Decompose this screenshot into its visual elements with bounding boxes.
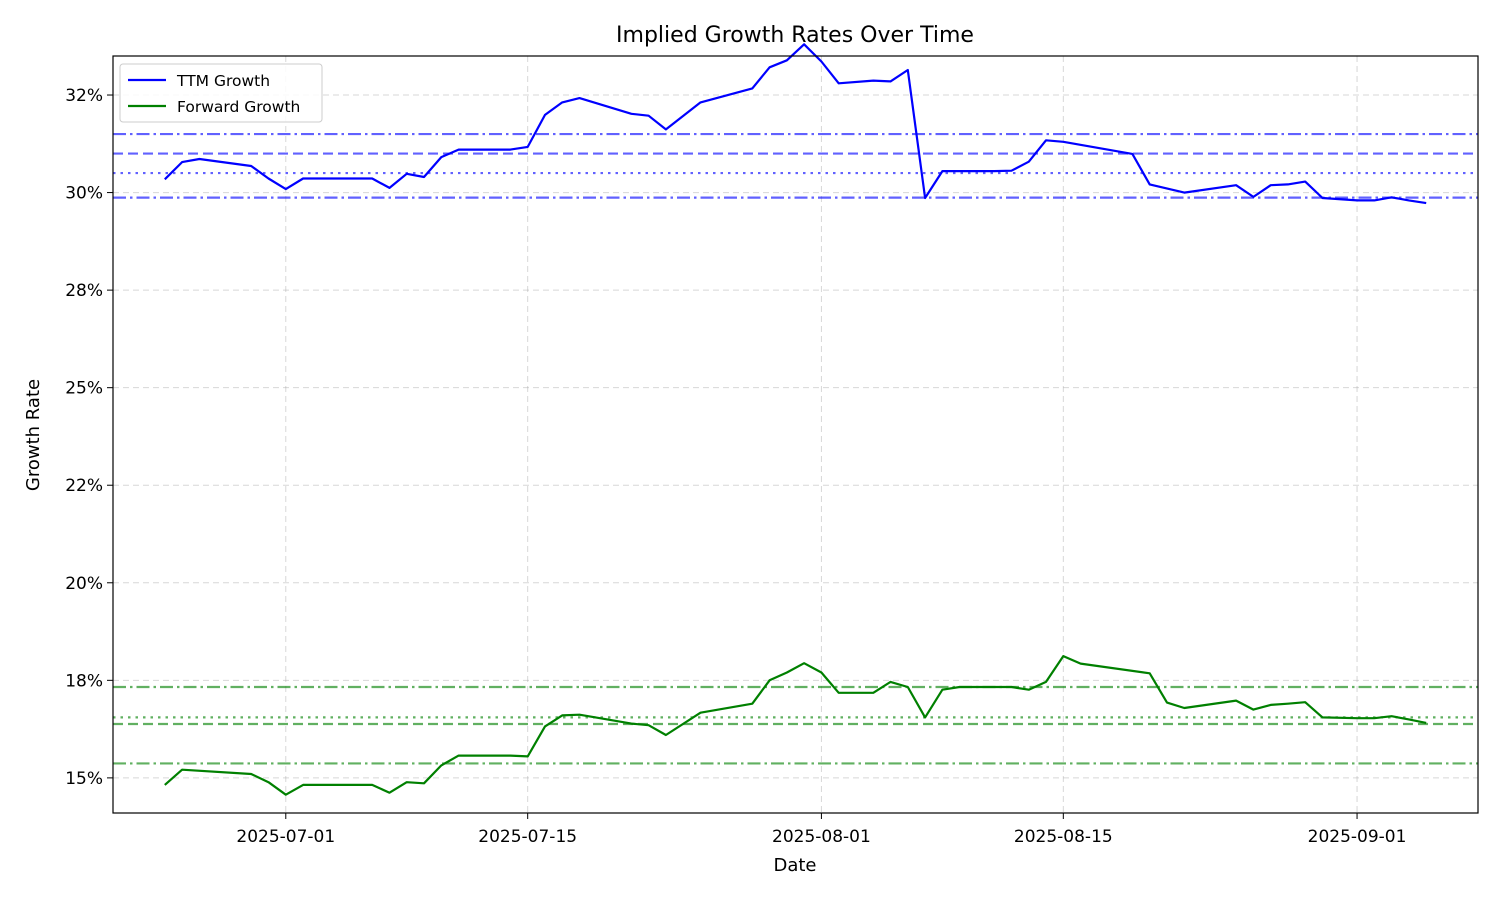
x-tick-label: 2025-08-15	[1014, 827, 1113, 847]
series-lines	[164, 43, 1427, 796]
legend-box	[119, 63, 323, 123]
y-tick-label: 30%	[65, 184, 103, 204]
x-axis-ticks: 2025-07-01 2025-07-15 2025-08-01 2025-08-15…	[236, 813, 1406, 847]
y-tick-label: 15%	[65, 769, 103, 789]
x-tick-label: 2025-08-01	[772, 827, 871, 847]
y-tick-label: 25%	[65, 379, 103, 399]
x-tick-label: 2025-07-01	[236, 827, 335, 847]
x-tick-label: 2025-09-01	[1308, 827, 1407, 847]
y-tick-label: 28%	[65, 281, 103, 301]
y-axis-ticks: 15% 18% 20% 22% 25% 28% 30% 32%	[65, 86, 113, 789]
legend: TTM Growth Forward Growth	[119, 63, 323, 123]
grid	[113, 56, 1478, 813]
y-axis-label: Growth Rate	[23, 379, 44, 491]
chart-title: Implied Growth Rates Over Time	[616, 23, 974, 48]
y-tick-label: 22%	[65, 476, 103, 496]
plot-frame	[112, 55, 1479, 814]
series-line	[164, 43, 1427, 205]
legend-label-ttm: TTM Growth	[176, 72, 270, 90]
x-axis-label: Date	[773, 855, 816, 876]
legend-label-forward: Forward Growth	[177, 98, 300, 116]
series-line	[164, 654, 1427, 796]
y-tick-label: 18%	[65, 671, 103, 691]
reference-lines	[113, 132, 1478, 765]
y-tick-label: 20%	[65, 574, 103, 594]
x-tick-label: 2025-07-15	[478, 827, 577, 847]
y-tick-label: 32%	[65, 86, 103, 106]
